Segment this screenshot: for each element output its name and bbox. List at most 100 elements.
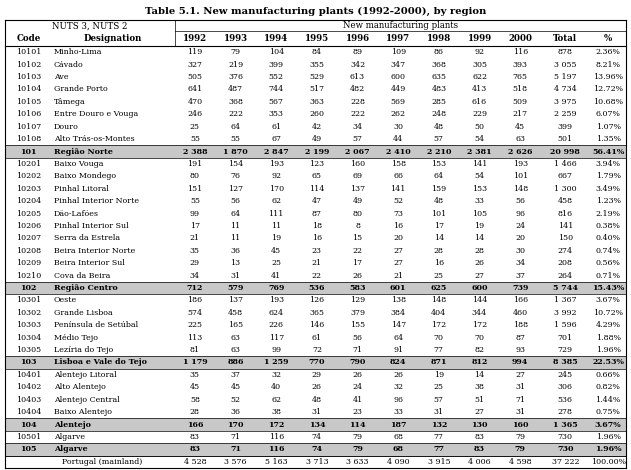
Text: 33: 33 [475, 197, 485, 205]
Text: 57: 57 [434, 396, 444, 404]
Text: 579: 579 [227, 284, 244, 292]
Text: 3 915: 3 915 [428, 458, 450, 466]
Text: 393: 393 [513, 61, 528, 69]
Text: 36: 36 [230, 247, 240, 255]
Text: 10304: 10304 [16, 334, 41, 342]
Text: 52: 52 [230, 396, 240, 404]
Text: 1 367: 1 367 [554, 297, 577, 305]
Text: 1.79%: 1.79% [596, 172, 620, 180]
Bar [5, 282, 626, 294]
Text: 529: 529 [309, 73, 324, 81]
Text: 264: 264 [558, 272, 573, 280]
Text: 87: 87 [515, 334, 525, 342]
Text: 10210: 10210 [16, 272, 41, 280]
Text: 116: 116 [269, 433, 284, 441]
Text: 487: 487 [228, 86, 243, 94]
Text: 222: 222 [350, 110, 365, 118]
Text: 81: 81 [190, 346, 200, 354]
Text: 14: 14 [475, 371, 485, 379]
Text: 3.67%: 3.67% [596, 297, 620, 305]
Text: 262: 262 [391, 110, 406, 118]
Text: Designation: Designation [84, 34, 143, 43]
Text: 816: 816 [558, 210, 573, 218]
Text: 54: 54 [475, 135, 485, 143]
Text: 66: 66 [393, 172, 403, 180]
Text: 126: 126 [309, 297, 324, 305]
Text: 10.72%: 10.72% [593, 309, 623, 317]
Text: 123: 123 [309, 160, 324, 168]
Text: 35: 35 [190, 371, 200, 379]
Text: 701: 701 [558, 334, 573, 342]
Text: 4.29%: 4.29% [596, 321, 620, 329]
Text: 30: 30 [515, 247, 525, 255]
Text: 148: 148 [431, 297, 447, 305]
Text: 327: 327 [187, 61, 203, 69]
Text: 765: 765 [513, 73, 528, 81]
Text: 10107: 10107 [16, 123, 41, 131]
Text: NUTS 3, NUTS 2: NUTS 3, NUTS 2 [52, 21, 127, 30]
Text: 37: 37 [515, 272, 525, 280]
Text: 61: 61 [271, 123, 281, 131]
Text: %: % [604, 34, 612, 43]
Text: 10501: 10501 [16, 433, 41, 441]
Text: 31: 31 [515, 384, 525, 392]
Text: 217: 217 [512, 110, 528, 118]
Text: 505: 505 [187, 73, 203, 81]
Text: 83: 83 [474, 446, 485, 454]
Text: 5 744: 5 744 [553, 284, 578, 292]
Text: 5 197: 5 197 [554, 73, 577, 81]
Text: 712: 712 [187, 284, 203, 292]
Text: 1 870: 1 870 [223, 148, 248, 156]
Text: 51: 51 [475, 396, 485, 404]
Text: 368: 368 [228, 98, 243, 106]
Text: Região Norte: Região Norte [54, 148, 113, 156]
Text: Table 5.1. New manufacturing plants (1992-2000), by region: Table 5.1. New manufacturing plants (199… [144, 7, 487, 16]
Text: 1997: 1997 [386, 34, 410, 43]
Text: 36: 36 [230, 408, 240, 416]
Text: 245: 245 [558, 371, 573, 379]
Text: 460: 460 [512, 309, 528, 317]
Text: 35: 35 [190, 247, 200, 255]
Text: 74: 74 [311, 446, 322, 454]
Text: 83: 83 [190, 433, 200, 441]
Text: 57: 57 [434, 135, 444, 143]
Text: 10208: 10208 [16, 247, 41, 255]
Text: 1998: 1998 [427, 34, 451, 43]
Text: 50: 50 [475, 123, 485, 131]
Text: 64: 64 [230, 210, 240, 218]
Text: 137: 137 [350, 185, 365, 193]
Text: 8: 8 [355, 222, 360, 230]
Text: 26: 26 [353, 371, 363, 379]
Text: Lisboa e Vale do Tejo: Lisboa e Vale do Tejo [54, 359, 147, 367]
Text: 104: 104 [20, 421, 37, 429]
Text: 10105: 10105 [16, 98, 41, 106]
Text: 10403: 10403 [16, 396, 41, 404]
Text: 6.07%: 6.07% [596, 110, 620, 118]
Text: 15.43%: 15.43% [592, 284, 624, 292]
Text: 4 734: 4 734 [554, 86, 577, 94]
Text: 65: 65 [312, 172, 322, 180]
Text: 347: 347 [391, 61, 406, 69]
Text: 40: 40 [271, 384, 281, 392]
Text: Beira Interior Sul: Beira Interior Sul [54, 259, 125, 267]
Text: 635: 635 [432, 73, 446, 81]
Text: 63: 63 [230, 346, 240, 354]
Text: 153: 153 [432, 160, 447, 168]
Text: Baixo Vouga: Baixo Vouga [54, 160, 103, 168]
Text: 57: 57 [353, 135, 363, 143]
Text: 79: 79 [515, 433, 525, 441]
Text: 1 179: 1 179 [182, 359, 207, 367]
Text: 70: 70 [434, 334, 444, 342]
Text: 134: 134 [309, 421, 325, 429]
Text: 89: 89 [353, 48, 363, 56]
Text: 96: 96 [515, 210, 525, 218]
Text: 278: 278 [558, 408, 573, 416]
Text: 353: 353 [269, 110, 284, 118]
Text: 63: 63 [230, 334, 240, 342]
Text: 5 163: 5 163 [265, 458, 288, 466]
Text: 363: 363 [309, 98, 324, 106]
Text: 186: 186 [187, 297, 203, 305]
Text: 159: 159 [432, 185, 447, 193]
Text: 141: 141 [472, 160, 487, 168]
Text: 48: 48 [312, 396, 322, 404]
